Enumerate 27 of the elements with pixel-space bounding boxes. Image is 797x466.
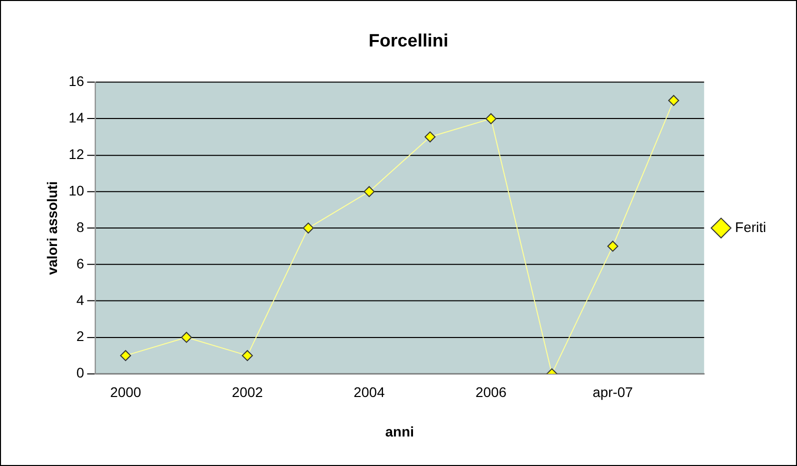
y-tick-label: 6 — [76, 255, 84, 272]
x-tick-label: 2002 — [232, 384, 264, 400]
point — [424, 131, 436, 142]
x-tick-label: apr-07 — [592, 384, 634, 400]
x-tick-label: 2004 — [354, 384, 385, 400]
point — [302, 222, 314, 234]
point — [242, 350, 253, 362]
y-tick-label: 14 — [68, 110, 84, 126]
x-tick-label: 2006 — [475, 384, 507, 400]
x-axis-title: anni — [385, 424, 414, 440]
y-tick-label: 8 — [76, 218, 84, 235]
y-axis-title: valori assoluti — [44, 181, 60, 275]
y-tick-label: 4 — [76, 292, 84, 308]
x-tick-label: 2000 — [110, 384, 142, 400]
point — [485, 113, 496, 124]
point — [364, 186, 375, 198]
y-tick-label: 2 — [76, 328, 84, 344]
point — [120, 350, 132, 362]
legend-label: Feriti — [735, 218, 766, 235]
point — [668, 94, 680, 106]
point — [180, 332, 192, 343]
y-tick-label: 10 — [68, 182, 84, 198]
y-tick-label: 12 — [68, 146, 84, 162]
y-tick-label: 0 — [76, 364, 84, 381]
point — [607, 240, 618, 252]
chart-title: Forcellini — [368, 30, 448, 51]
y-tick-label: 16 — [68, 73, 84, 90]
